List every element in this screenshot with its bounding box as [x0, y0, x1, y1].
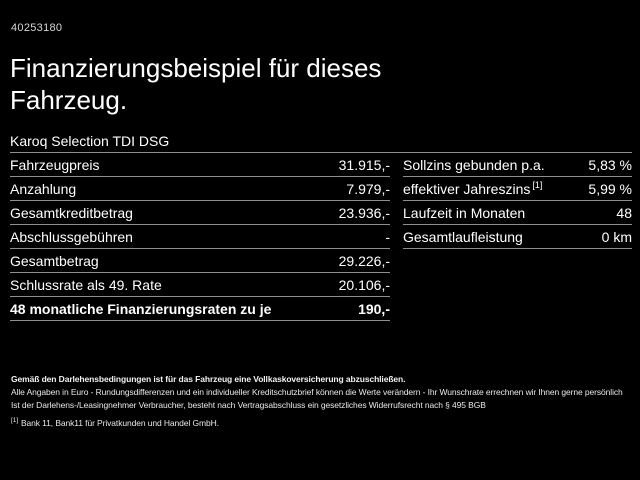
table-row-abschlussgebuehren: Abschlussgebühren - [10, 225, 390, 249]
row-value: 5,99 % [588, 180, 632, 197]
row-value: - [385, 228, 390, 245]
disclaimer-line-insurance: Gemäß den Darlehensbedingungen ist für d… [11, 374, 406, 384]
table-row-monatsrate: 48 monatliche Finanzierungsraten zu je 1… [10, 297, 390, 321]
row-label: effektiver Jahreszins [1] [403, 179, 543, 197]
table-row-anzahlung: Anzahlung 7.979,- [10, 177, 390, 201]
footnote-text: Bank 11, Bank11 für Privatkunden und Han… [20, 417, 219, 428]
row-label: 48 monatliche Finanzierungsraten zu je [10, 300, 272, 317]
row-value: 5,83 % [588, 156, 632, 173]
financing-cost-table: Fahrzeugpreis 31.915,- Anzahlung 7.979,-… [10, 153, 390, 321]
row-label: Gesamtkreditbetrag [10, 204, 133, 221]
table-row-gesamtbetrag: Gesamtbetrag 29.226,- [10, 249, 390, 273]
vehicle-id: 40253180 [11, 22, 63, 34]
row-label: Gesamtlaufleistung [403, 228, 523, 245]
row-value: 23.936,- [338, 204, 390, 221]
table-row-gesamtlaufleistung: Gesamtlaufleistung 0 km [403, 225, 632, 249]
footnote-ref: [1] [532, 179, 543, 190]
row-label: Laufzeit in Monaten [403, 204, 526, 221]
row-label: Sollzins gebunden p.a. [403, 156, 545, 173]
row-label: Fahrzeugpreis [10, 156, 100, 173]
row-value: 31.915,- [338, 156, 390, 173]
legal-disclaimer: Gemäß den Darlehensbedingungen ist für d… [11, 373, 633, 412]
financing-terms-table: Sollzins gebunden p.a. 5,83 % effektiver… [403, 153, 632, 321]
row-label: Abschlussgebühren [10, 228, 133, 245]
row-value: 20.106,- [338, 276, 390, 293]
row-value: 48 [616, 204, 632, 221]
row-value: 0 km [601, 228, 632, 245]
row-value: 7.979,- [346, 180, 390, 197]
disclaimer-line-euro: Alle Angaben in Euro - Rundungsdifferenz… [11, 387, 623, 397]
table-row-gesamtkreditbetrag: Gesamtkreditbetrag 23.936,- [10, 201, 390, 225]
disclaimer-line-widerruf: Ist der Darlehens-/Leasingnehmer Verbrau… [11, 400, 486, 410]
footnote-marker: [1] [11, 417, 18, 424]
row-label: Schlussrate als 49. Rate [10, 276, 162, 293]
footnote-bank: [1] Bank 11, Bank11 für Privatkunden und … [11, 417, 219, 428]
table-row-laufzeit: Laufzeit in Monaten 48 [403, 201, 632, 225]
row-label: Anzahlung [10, 180, 77, 197]
financing-tables: Fahrzeugpreis 31.915,- Anzahlung 7.979,-… [10, 153, 632, 321]
row-value: 190,- [358, 300, 390, 317]
table-row-effektiver-jahreszins: effektiver Jahreszins [1] 5,99 % [403, 177, 632, 201]
vehicle-model-label: Karoq Selection TDI DSG [10, 131, 632, 153]
page-title: Finanzierungsbeispiel für dieses Fahrzeu… [10, 53, 382, 115]
row-value: 29.226,- [338, 252, 390, 269]
table-row-sollzins: Sollzins gebunden p.a. 5,83 % [403, 153, 632, 177]
table-row-fahrzeugpreis: Fahrzeugpreis 31.915,- [10, 153, 390, 177]
row-label: Gesamtbetrag [10, 252, 99, 269]
table-row-schlussrate: Schlussrate als 49. Rate 20.106,- [10, 273, 390, 297]
